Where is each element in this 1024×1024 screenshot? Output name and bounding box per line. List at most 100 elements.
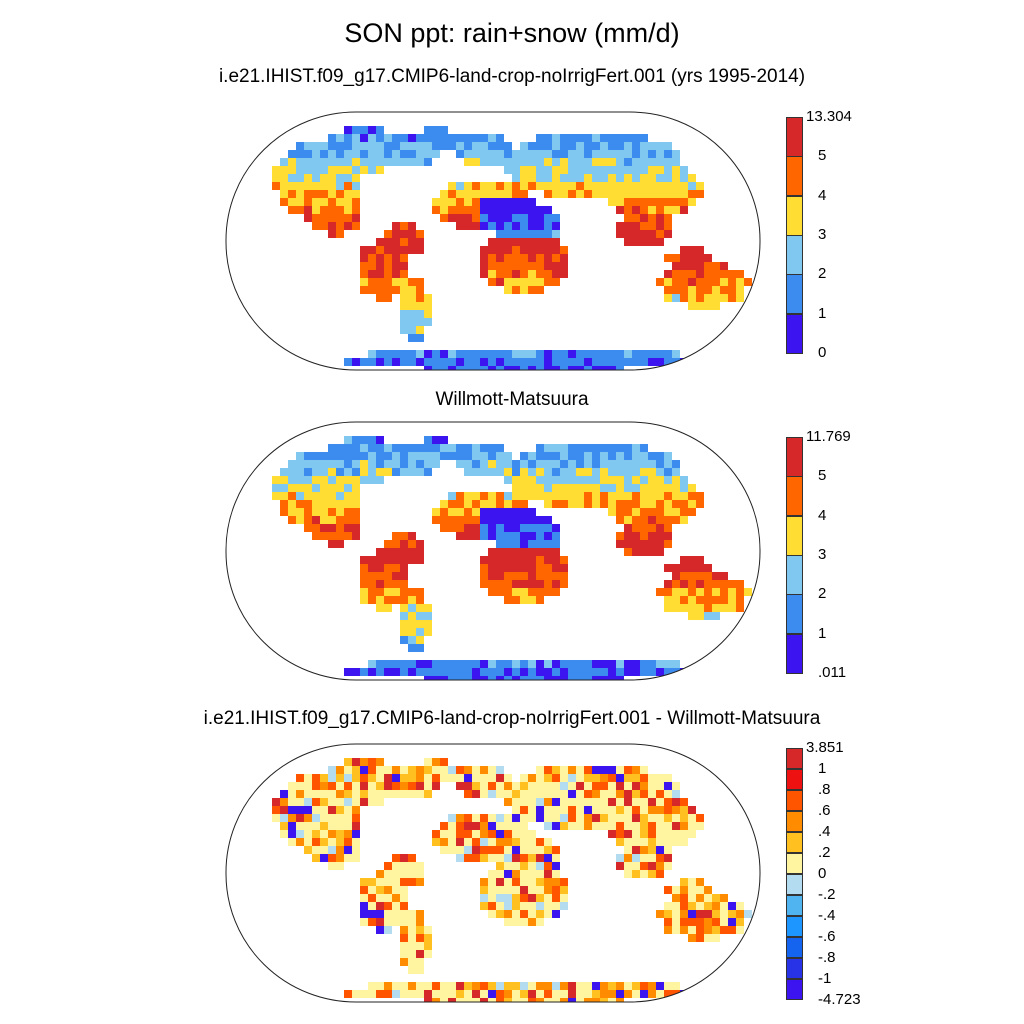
- grid-cell: [456, 366, 464, 370]
- grid-cell: [400, 878, 408, 886]
- grid-cell: [352, 174, 360, 182]
- grid-cell: [408, 934, 416, 942]
- grid-cell: [320, 174, 328, 182]
- grid-cell: [360, 798, 368, 806]
- grid-cell: [656, 846, 664, 854]
- grid-cell: [576, 460, 584, 468]
- grid-cell: [376, 460, 384, 468]
- grid-cell: [560, 998, 568, 1002]
- grid-cell: [472, 492, 480, 500]
- grid-cell: [648, 150, 656, 158]
- colorbar-tick-label: .6: [818, 802, 831, 819]
- grid-cell: [696, 902, 704, 910]
- grid-cell: [328, 822, 336, 830]
- grid-cell: [664, 596, 672, 604]
- grid-cell: [528, 790, 536, 798]
- grid-cell: [472, 532, 480, 540]
- grid-cell: [592, 982, 600, 990]
- grid-cell: [304, 174, 312, 182]
- grid-cell: [488, 564, 496, 572]
- grid-cell: [632, 142, 640, 150]
- grid-cell: [552, 862, 560, 870]
- grid-cell: [712, 934, 720, 942]
- grid-cell: [360, 572, 368, 580]
- grid-cell: [320, 806, 328, 814]
- grid-cell: [664, 838, 672, 846]
- grid-cell: [640, 350, 648, 358]
- grid-cell: [664, 508, 672, 516]
- grid-cell: [416, 870, 424, 878]
- grid-cell: [536, 358, 544, 366]
- grid-cell: [464, 822, 472, 830]
- grid-cell: [280, 190, 288, 198]
- grid-cell: [512, 492, 520, 500]
- grid-cell: [624, 238, 632, 246]
- grid-cell: [312, 500, 320, 508]
- grid-cell: [496, 910, 504, 918]
- grid-cell: [464, 774, 472, 782]
- grid-cell: [688, 254, 696, 262]
- grid-cell: [592, 492, 600, 500]
- grid-cell: [344, 814, 352, 822]
- grid-cell: [496, 998, 504, 1002]
- grid-cell: [528, 358, 536, 366]
- grid-cell: [568, 806, 576, 814]
- grid-cell: [448, 668, 456, 676]
- grid-cell: [360, 468, 368, 476]
- grid-cell: [472, 158, 480, 166]
- grid-cell: [272, 492, 280, 500]
- grid-cell: [512, 854, 520, 862]
- grid-cell: [544, 540, 552, 548]
- grid-cell: [496, 830, 504, 838]
- grid-cell: [688, 894, 696, 902]
- grid-cell: [496, 774, 504, 782]
- grid-cell: [312, 516, 320, 524]
- grid-cell: [624, 206, 632, 214]
- grid-cell: [416, 942, 424, 950]
- grid-cell: [520, 878, 528, 886]
- grid-cell: [440, 350, 448, 358]
- grid-cell: [592, 468, 600, 476]
- grid-cell: [336, 214, 344, 222]
- grid-cell: [448, 182, 456, 190]
- grid-cell: [672, 580, 680, 588]
- grid-cell: [328, 524, 336, 532]
- grid-cell: [544, 846, 552, 854]
- grid-cell: [656, 774, 664, 782]
- grid-cell: [600, 774, 608, 782]
- grid-cell: [368, 150, 376, 158]
- grid-cell: [552, 766, 560, 774]
- panel-2-map: [225, 421, 761, 681]
- grid-cell: [552, 452, 560, 460]
- grid-cell: [520, 588, 528, 596]
- grid-cell: [656, 492, 664, 500]
- grid-cell: [552, 580, 560, 588]
- grid-cell: [544, 262, 552, 270]
- grid-cell: [552, 564, 560, 572]
- grid-cell: [544, 838, 552, 846]
- grid-cell: [536, 262, 544, 270]
- grid-cell: [512, 846, 520, 854]
- grid-cell: [424, 444, 432, 452]
- grid-cell: [360, 596, 368, 604]
- grid-cell: [552, 444, 560, 452]
- grid-cell: [464, 142, 472, 150]
- grid-cell: [504, 230, 512, 238]
- grid-cell: [296, 814, 304, 822]
- grid-cell: [696, 182, 704, 190]
- grid-cell: [624, 524, 632, 532]
- grid-cell: [544, 556, 552, 564]
- grid-cell: [672, 286, 680, 294]
- grid-cell: [680, 878, 688, 886]
- grid-cell: [504, 238, 512, 246]
- grid-cell: [408, 444, 416, 452]
- grid-cell: [544, 500, 552, 508]
- grid-cell: [520, 854, 528, 862]
- grid-cell: [328, 830, 336, 838]
- grid-cell: [568, 460, 576, 468]
- grid-cell: [624, 790, 632, 798]
- grid-cell: [608, 782, 616, 790]
- grid-cell: [344, 990, 352, 998]
- grid-cell: [480, 222, 488, 230]
- grid-cell: [560, 142, 568, 150]
